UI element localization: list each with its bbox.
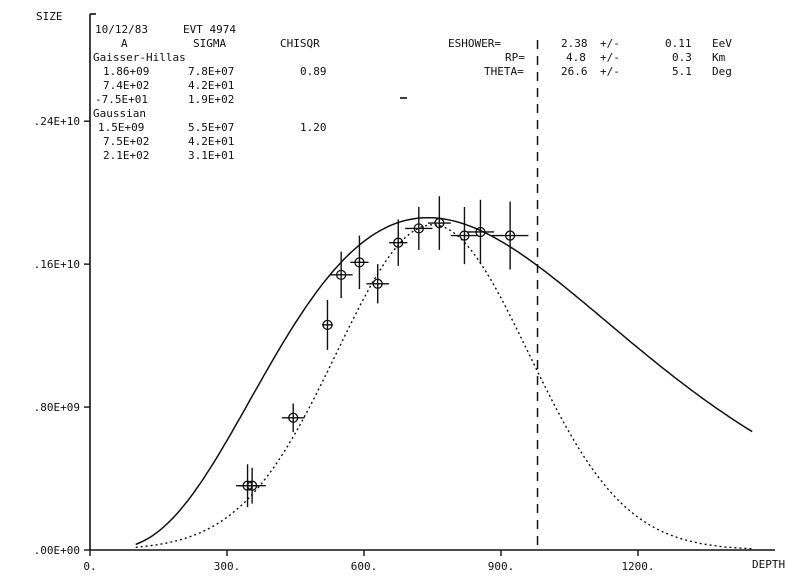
fit1-r2-sigma: 1.9E+02: [188, 93, 234, 106]
energy-err: 0.11: [665, 37, 692, 50]
energy-value: 2.38: [561, 37, 588, 50]
axes: [89, 13, 775, 551]
fit2-r0-chisqr: 1.20: [300, 121, 327, 134]
fit2-r1-a: 7.5E+02: [103, 135, 149, 148]
data-point: [459, 230, 470, 241]
energy-label: ESHOWER=: [448, 37, 501, 50]
y-tick-label: .80E+09: [34, 401, 80, 414]
y-tick-label: .16E+10: [34, 258, 80, 271]
y-tick-label: .00E+00: [34, 544, 80, 557]
x-axis-end-label: DEPTH: [752, 558, 785, 571]
rp-value: 4.8: [566, 51, 586, 64]
tick-group: 0. 300. 600. 900. 1200. .00E+00 .80E+09 .16E+10…: [34, 115, 655, 573]
fit1-r0-chisqr: 0.89: [300, 65, 327, 78]
fit1-r1-a: 7.4E+02: [103, 79, 149, 92]
fit1-r1-sigma: 4.2E+01: [188, 79, 234, 92]
fit2-r2-a: 2.1E+02: [103, 149, 149, 162]
data-point: [322, 319, 333, 331]
data-point: [393, 237, 404, 248]
col-a-label: A: [121, 37, 128, 50]
header-date: 10/12/83: [95, 23, 148, 36]
theta-label: THETA=: [484, 65, 524, 78]
theta-unit: Deg: [712, 65, 732, 78]
x-tick-label: 1200.: [621, 560, 654, 573]
data-points: [236, 196, 529, 508]
fit1-name: Gaisser-Hillas: [93, 51, 186, 64]
y-tick-label: .24E+10: [34, 115, 80, 128]
theta-err: 5.1: [672, 65, 692, 78]
data-point: [434, 217, 445, 229]
energy-pm: +/-: [600, 37, 620, 50]
data-point: [336, 269, 347, 281]
fit2-r0-a: 1.5E+09: [98, 121, 144, 134]
fit1-r2-a: -7.5E+01: [95, 93, 148, 106]
fit1-r0-sigma: 7.8E+07: [188, 65, 234, 78]
fit2-r1-sigma: 4.2E+01: [188, 135, 234, 148]
fit1-r0-a: 1.86+09: [103, 65, 149, 78]
fit2-r0-sigma: 5.5E+07: [188, 121, 234, 134]
col-sigma-label: SIGMA: [193, 37, 226, 50]
col-chisqr-label: CHISQR: [280, 37, 320, 50]
data-point: [354, 257, 365, 268]
data-point: [504, 230, 516, 241]
header-event: EVT 4974: [183, 23, 236, 36]
fit-info-block: 10/12/83 EVT 4974 A SIGMA CHISQR Gaisser…: [93, 23, 732, 162]
rp-err: 0.3: [672, 51, 692, 64]
theta-value: 26.6: [561, 65, 588, 78]
x-tick-label: 900.: [488, 560, 515, 573]
y-axis-label: SIZE: [36, 10, 63, 23]
rp-label: RP=: [505, 51, 525, 64]
fit-curves: [135, 216, 753, 550]
data-point: [288, 412, 299, 423]
gaussian-curve: [135, 224, 753, 550]
rp-pm: +/-: [600, 51, 620, 64]
x-tick-label: 300.: [214, 560, 241, 573]
data-point: [475, 226, 486, 238]
fit2-name: Gaussian: [93, 107, 146, 120]
rp-unit: Km: [712, 51, 726, 64]
data-point: [246, 480, 258, 491]
data-point: [372, 278, 383, 289]
data-point: [413, 223, 424, 234]
gaisser-hillas-curve: [135, 216, 753, 546]
x-tick-label: 0.: [83, 560, 96, 573]
x-tick-label: 600.: [351, 560, 378, 573]
fit2-r2-sigma: 3.1E+01: [188, 149, 234, 162]
energy-unit: EeV: [712, 37, 732, 50]
theta-pm: +/-: [600, 65, 620, 78]
